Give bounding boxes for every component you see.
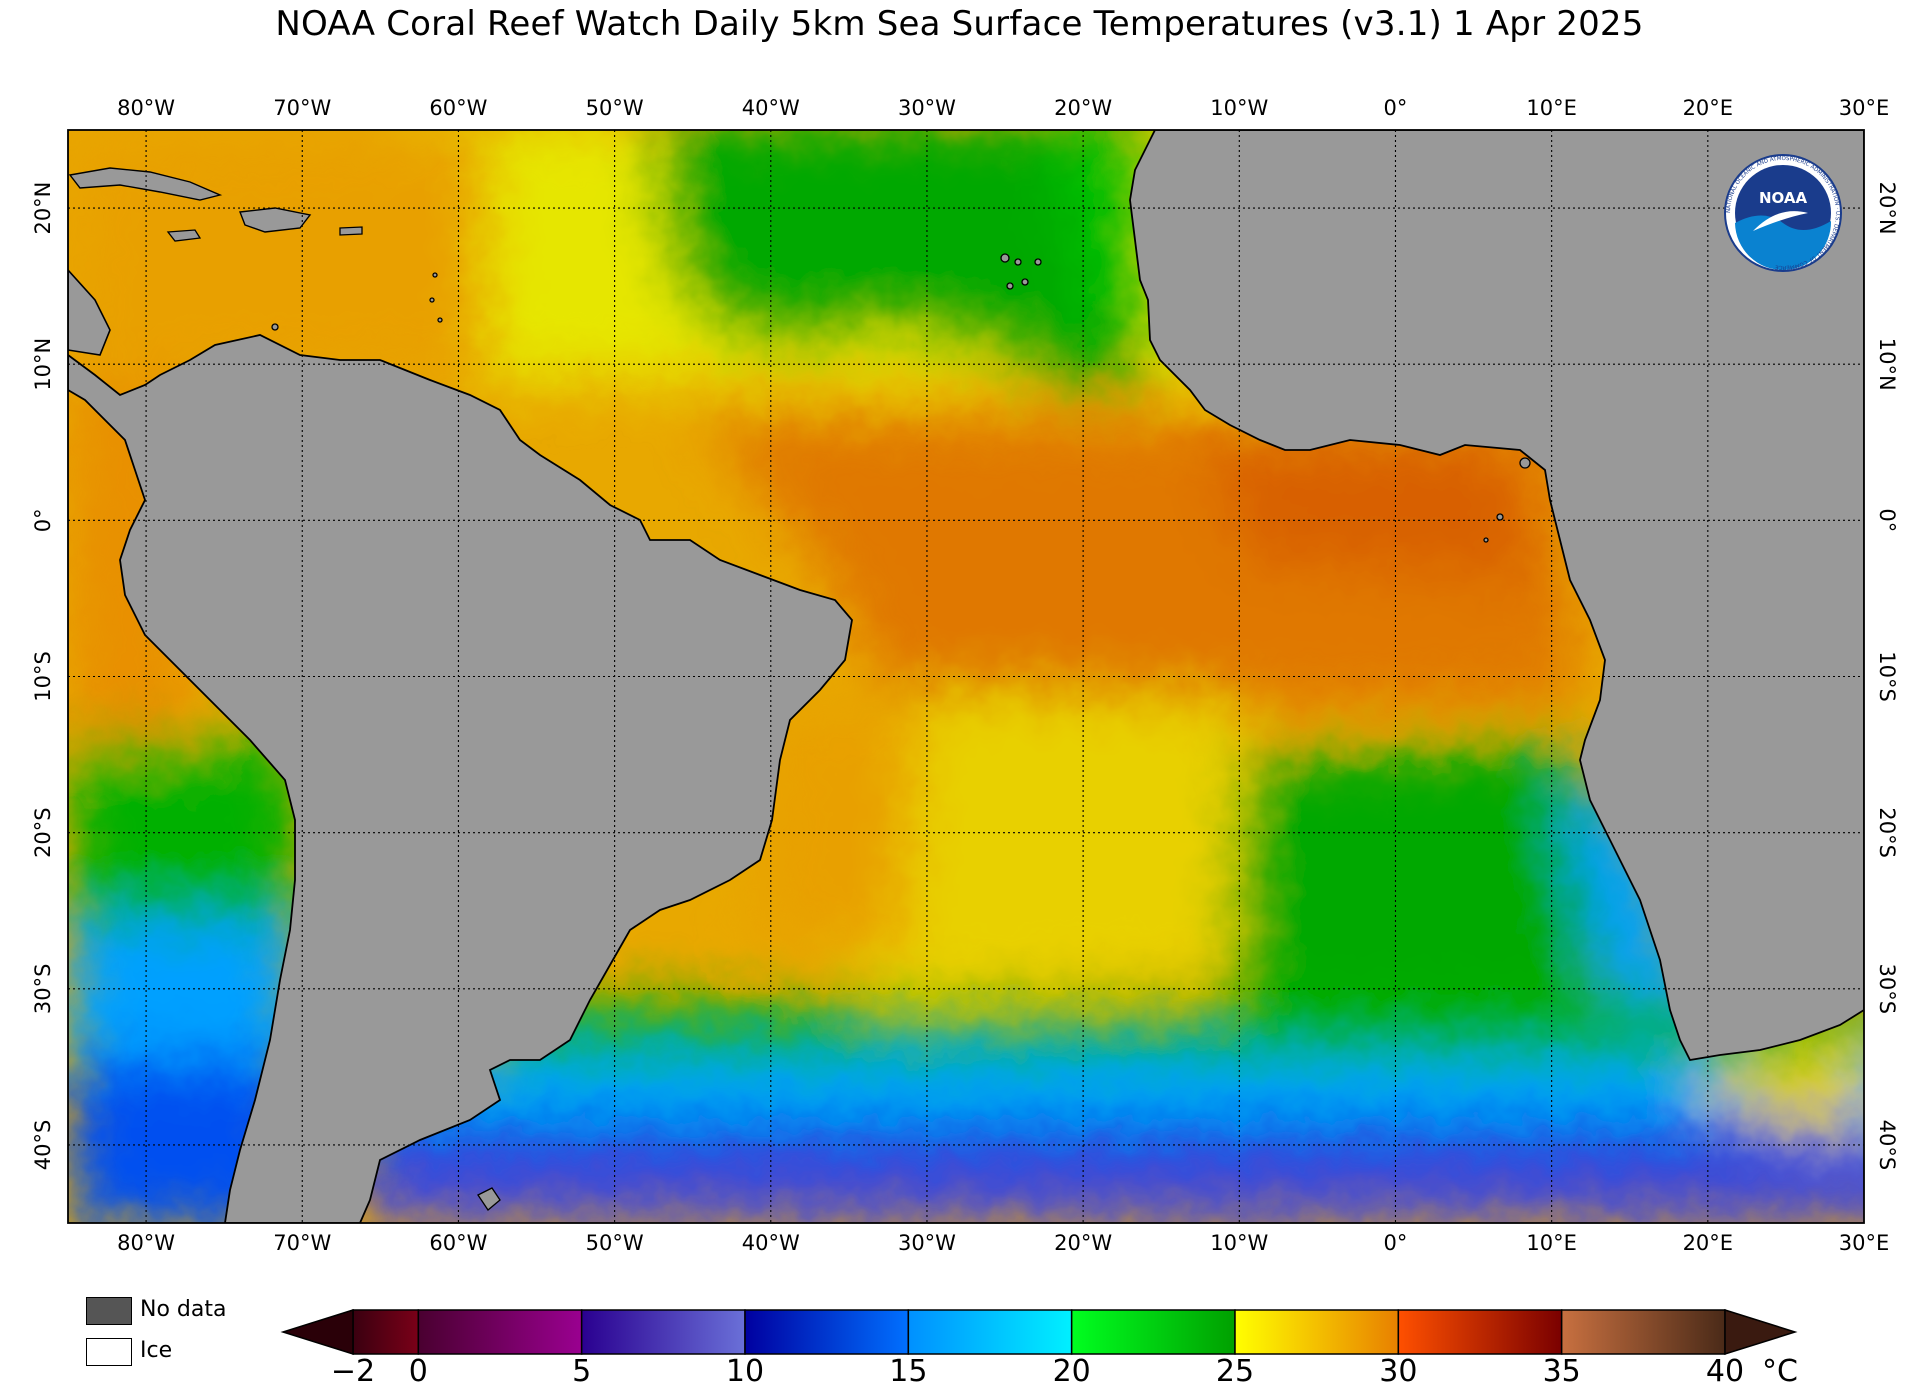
- lat-ticks-right: 20°N 10°N 0° 10°S 20°S 30°S 40°S: [1875, 182, 1899, 1171]
- colorbar-segment: [1234, 1309, 1400, 1355]
- jamaica: [166, 229, 202, 242]
- graticule: [68, 130, 1864, 1223]
- no-data-label: No data: [140, 1297, 227, 1322]
- lon-ticks-top: 80°W 70°W 60°W 50°W 40°W 30°W 20°W 10°W 0° 10°E 20…: [117, 96, 1889, 120]
- lon-tick-bottom: 60°W: [429, 1231, 487, 1255]
- lon-tick-top: 60°W: [429, 96, 487, 120]
- lon-tick-top: 20°W: [1054, 96, 1112, 120]
- ice-label: Ice: [140, 1338, 173, 1363]
- lon-tick-top: 70°W: [273, 96, 331, 120]
- colorbar-segment: [417, 1309, 583, 1355]
- lon-tick-top: 40°W: [742, 96, 800, 120]
- colorbar-segment: [580, 1309, 746, 1355]
- noaa-logo: NOAA NATIONAL OCEANIC AND ATMOSPHERIC AD…: [1724, 154, 1842, 272]
- puerto-rico: [339, 226, 363, 236]
- map-title: NOAA Coral Reef Watch Daily 5km Sea Surf…: [275, 4, 1644, 44]
- africa: [1129, 130, 1864, 1061]
- lat-tick-left: 30°S: [31, 964, 55, 1015]
- lon-tick-bottom: 10°E: [1526, 1231, 1577, 1255]
- colorbar-tick-label: 25: [1216, 1354, 1254, 1389]
- no-data-swatch: [86, 1297, 132, 1325]
- lat-tick-left: 10°N: [31, 338, 55, 391]
- colorbar-tick-label: 10: [726, 1354, 764, 1389]
- lat-tick-right: 0°: [1875, 508, 1899, 532]
- colorbar-segment: [1070, 1309, 1236, 1355]
- south-america: [68, 334, 853, 1223]
- colorbar-tick-label: 20: [1053, 1354, 1091, 1389]
- ice-swatch: [86, 1338, 132, 1366]
- lon-tick-top: 10°E: [1526, 96, 1577, 120]
- lat-tick-right: 10°N: [1875, 338, 1899, 391]
- colorbar-segment: [907, 1309, 1073, 1355]
- lat-tick-left: 0°: [31, 508, 55, 532]
- lon-tick-bottom: 30°W: [898, 1231, 956, 1255]
- lon-tick-bottom: 20°E: [1683, 1231, 1734, 1255]
- colorbar-tick-label: 5: [572, 1354, 591, 1389]
- cuba: [68, 167, 223, 201]
- colorbar-tick-label: 0: [409, 1354, 428, 1389]
- map-frame: [67, 129, 1865, 1224]
- lon-tick-top: 10°W: [1210, 96, 1268, 120]
- lon-tick-top: 30°E: [1839, 96, 1890, 120]
- colorbar-tick-label: 30: [1379, 1354, 1417, 1389]
- colorbar-tick-label: 40: [1706, 1354, 1744, 1389]
- lon-tick-bottom: 70°W: [273, 1231, 331, 1255]
- lon-tick-top: 0°: [1384, 96, 1408, 120]
- colorbar-tick-label: 35: [1543, 1354, 1581, 1389]
- lat-tick-right: 30°S: [1875, 964, 1899, 1015]
- lon-tick-top: 80°W: [117, 96, 175, 120]
- lon-tick-bottom: 20°W: [1054, 1231, 1112, 1255]
- lat-tick-right: 10°S: [1875, 651, 1899, 702]
- colorbar-segment: [744, 1309, 910, 1355]
- colorbar: [280, 1308, 1798, 1356]
- colorbar-under-arrow: [280, 1308, 354, 1356]
- lon-tick-top: 20°E: [1683, 96, 1734, 120]
- lon-tick-top: 30°W: [898, 96, 956, 120]
- lon-tick-bottom: 50°W: [586, 1231, 644, 1255]
- noaa-logo-text: NOAA: [1759, 189, 1808, 207]
- colorbar-tick-label: −2: [331, 1354, 375, 1389]
- colorbar-unit: °C: [1762, 1354, 1798, 1389]
- lat-tick-left: 20°S: [31, 807, 55, 858]
- colorbar-ticks: −2 0 5 10 15 20 25 30 35 40: [331, 1354, 1744, 1389]
- lat-tick-right: 40°S: [1875, 1120, 1899, 1171]
- lon-tick-bottom: 40°W: [742, 1231, 800, 1255]
- lat-ticks-left: 20°N 10°N 0° 10°S 20°S 30°S 40°S: [31, 182, 55, 1171]
- lon-tick-bottom: 0°: [1384, 1231, 1408, 1255]
- colorbar-segment: [352, 1309, 420, 1355]
- land-masses: [68, 130, 1864, 1223]
- falkland-islands: [477, 1187, 501, 1211]
- small-islands: [271, 253, 1531, 543]
- lat-tick-left: 10°S: [31, 651, 55, 702]
- lat-tick-right: 20°S: [1875, 807, 1899, 858]
- central-america: [68, 268, 111, 356]
- lat-tick-left: 20°N: [31, 182, 55, 235]
- lon-ticks-bottom: 80°W 70°W 60°W 50°W 40°W 30°W 20°W 10°W 0° 10°E 20…: [117, 1231, 1889, 1255]
- lat-tick-left: 40°S: [31, 1120, 55, 1171]
- colorbar-tick-label: 15: [889, 1354, 927, 1389]
- colorbar-segment: [1397, 1309, 1563, 1355]
- lon-tick-bottom: 10°W: [1210, 1231, 1268, 1255]
- colorbar-over-arrow: [1724, 1308, 1798, 1356]
- colorbar-segment: [1560, 1309, 1726, 1355]
- lon-tick-bottom: 30°E: [1839, 1231, 1890, 1255]
- lat-tick-right: 20°N: [1875, 182, 1899, 235]
- lon-tick-bottom: 80°W: [117, 1231, 175, 1255]
- lon-tick-top: 50°W: [586, 96, 644, 120]
